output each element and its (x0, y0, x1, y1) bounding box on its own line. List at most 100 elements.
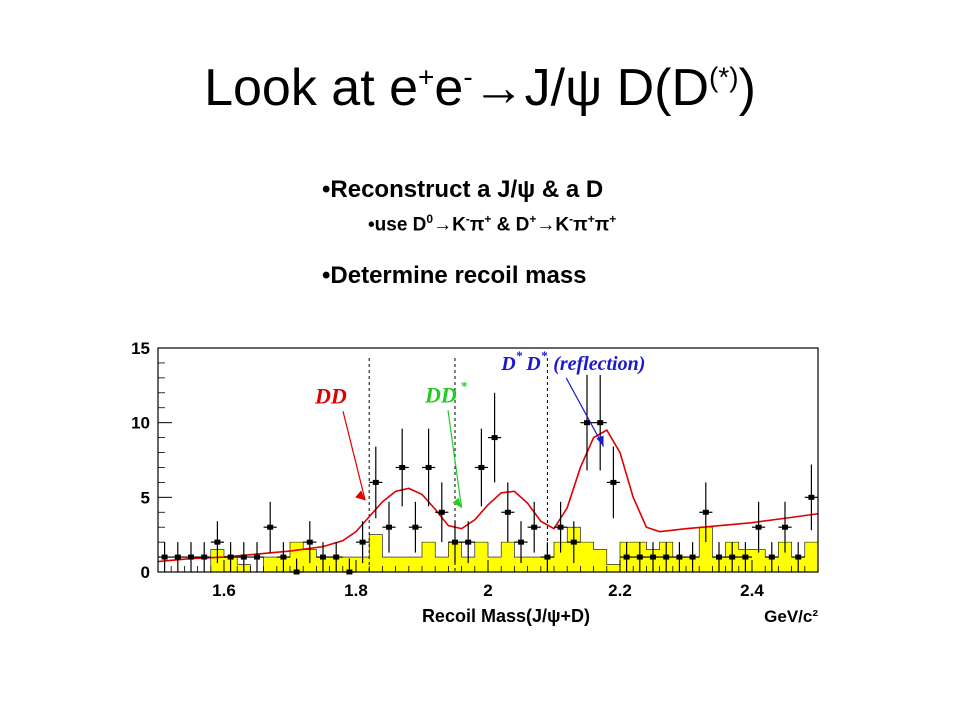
data-point (227, 554, 234, 560)
decay-part: + (529, 212, 537, 226)
x-tick-label: 2.2 (608, 581, 632, 600)
data-point (320, 554, 326, 560)
data-point (267, 524, 274, 530)
data-point (214, 539, 221, 545)
x-tick-label: 2 (483, 581, 492, 600)
annotation-dstar-d1: D (500, 353, 515, 375)
data-point (359, 539, 366, 545)
data-point (716, 554, 722, 560)
data-point (280, 554, 287, 560)
data-point (729, 554, 736, 560)
data-point (372, 479, 379, 485)
title-arrow-icon: → (472, 59, 525, 117)
data-point (425, 464, 432, 470)
data-point (412, 524, 419, 530)
data-point (174, 554, 181, 560)
data-point (478, 464, 485, 470)
data-point (702, 509, 709, 515)
arrowhead-icon (355, 490, 366, 501)
arrowhead-icon (452, 497, 462, 508)
data-point (636, 554, 643, 560)
slide-title: Look at e+e-→J/ψ D(D(*)) (0, 58, 960, 118)
data-point (610, 479, 617, 485)
title-sup-minus: - (463, 61, 473, 93)
data-point (557, 524, 564, 530)
data-point (531, 524, 538, 530)
data-point (306, 539, 313, 545)
title-prefix: Look at e (204, 59, 419, 117)
data-point (755, 524, 762, 530)
decay-part: + (484, 212, 492, 226)
decay-part: use D (374, 214, 427, 236)
y-tick-label: 15 (131, 339, 150, 358)
decay-part: + (609, 212, 617, 226)
bullet-text: Determine recoil mass (330, 262, 587, 290)
title-suffix: ) (738, 59, 756, 117)
data-point (768, 554, 775, 560)
title-sup-star: (*) (709, 61, 739, 93)
x-axis-label: Recoil Mass(J/ψ+D) (422, 606, 590, 626)
annotation-dstar-star1: * (516, 348, 523, 363)
data-point (452, 539, 458, 545)
data-point (570, 539, 577, 545)
data-point (650, 554, 656, 560)
data-point (689, 554, 696, 560)
decay-part: - (569, 212, 574, 226)
data-point (808, 494, 815, 500)
bullet-recoil-mass: •Determine recoil mass (322, 262, 616, 290)
data-point (201, 554, 208, 560)
data-point (491, 435, 498, 441)
decay-part: π (594, 214, 610, 236)
data-point (795, 554, 802, 560)
bullet-dot: • (322, 176, 331, 203)
data-point (597, 420, 604, 426)
data-point (782, 524, 788, 530)
annotation-dstar-reflection: (reflection) (553, 353, 645, 375)
data-point (254, 554, 260, 560)
title-e: e (434, 59, 464, 117)
bullet-text: Reconstruct a J/ψ & a D (330, 176, 604, 203)
annotation-dd-arrow (342, 411, 366, 501)
x-tick-label: 1.6 (212, 581, 236, 600)
title-mid: J/ψ D(D (524, 59, 710, 117)
decay-part: & D (491, 214, 530, 236)
decay-part: 0 (426, 212, 434, 226)
annotation-dstar-star2: * (541, 348, 548, 363)
title-sup-plus: + (418, 61, 435, 93)
x-tick-label: 1.8 (344, 581, 368, 600)
data-point (399, 464, 406, 470)
decay-part: - (465, 212, 470, 226)
data-point (676, 554, 683, 560)
x-axis-unit: GeV/c² (764, 607, 818, 626)
decay-part: π (469, 214, 485, 236)
decay-part: + (587, 212, 595, 226)
data-point (188, 554, 194, 560)
data-point (584, 420, 590, 426)
annotation-ddstar: DD (424, 382, 457, 407)
plot-frame (157, 347, 819, 573)
data-point (623, 554, 630, 560)
data-point (438, 509, 445, 515)
data-point (465, 539, 472, 545)
x-tick-label: 2.4 (740, 581, 764, 600)
annotation-ddstar-sup: * (461, 378, 468, 393)
bullet-dot: • (322, 262, 331, 290)
bullet-list: •Reconstruct a J/ψ & a D •use D0→K-π+ & … (322, 176, 616, 298)
annotation-dstar-arrow (565, 377, 605, 447)
decay-part: π (573, 214, 588, 236)
annotation-ddstar-arrow (447, 410, 463, 508)
data-point (333, 554, 340, 560)
arrowhead-icon (596, 435, 604, 447)
decay-part: →K (433, 214, 466, 236)
bullet-dot: • (368, 214, 375, 236)
y-tick-label: 5 (141, 488, 150, 507)
data-point (742, 554, 749, 560)
data-point (663, 554, 670, 560)
data-point (504, 509, 511, 515)
data-point (518, 539, 524, 545)
data-point (240, 554, 247, 560)
bullet-use-decays: •use D0→K-π+ & D+→K-π+π+ (368, 212, 616, 236)
bullet-reconstruct: •Reconstruct a J/ψ & a D (322, 176, 616, 204)
y-tick-label: 10 (131, 414, 150, 433)
